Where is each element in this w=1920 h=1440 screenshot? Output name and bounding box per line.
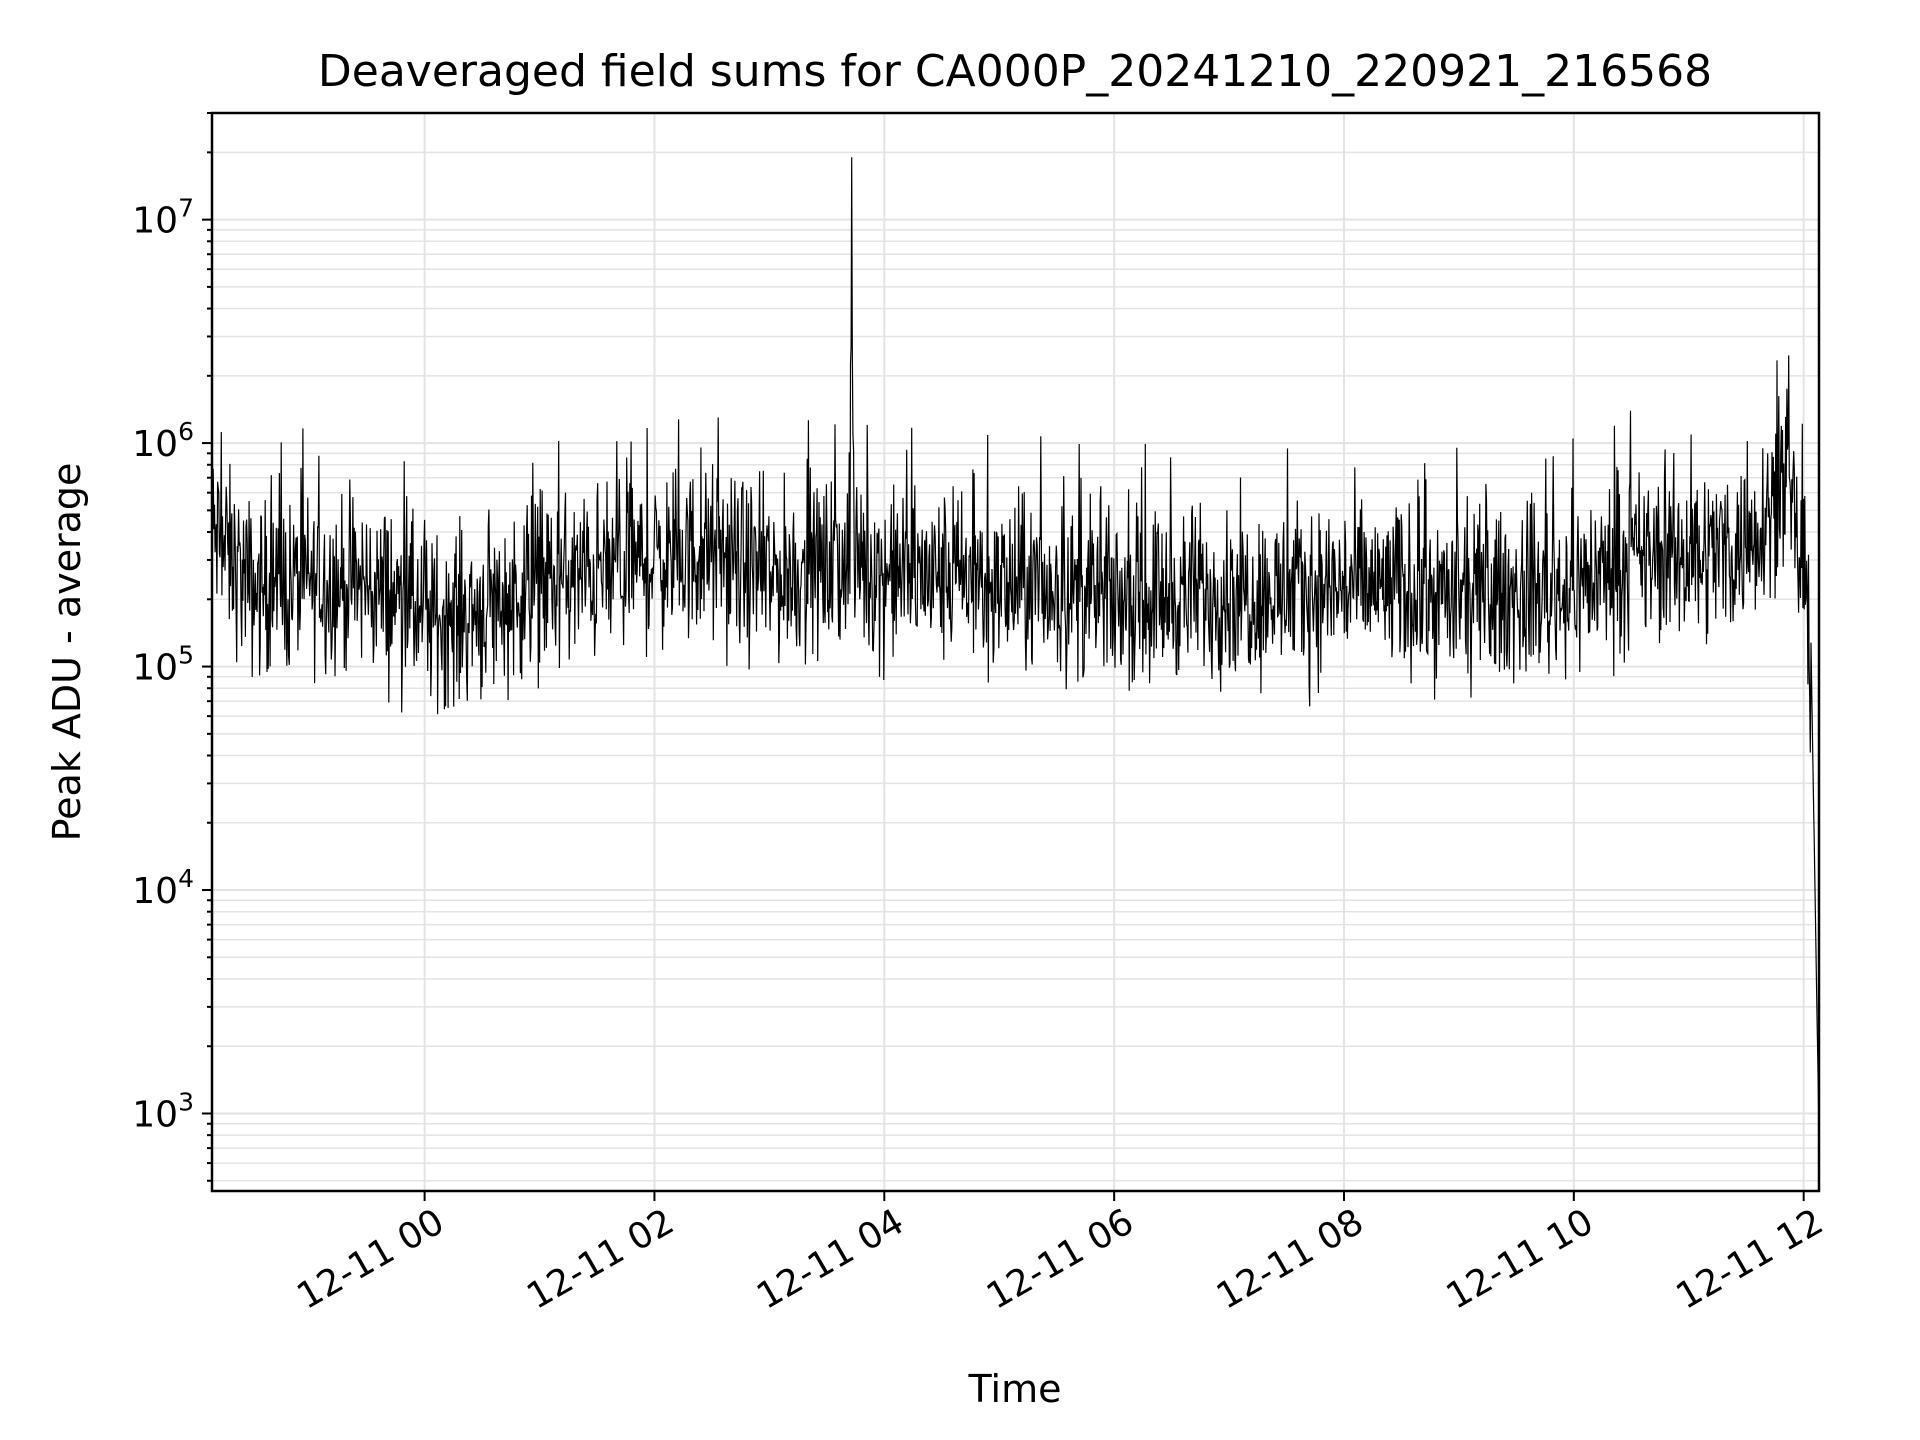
x-tick-label: 12-11 04	[750, 1201, 911, 1317]
x-tick-label: 12-11 02	[520, 1201, 681, 1317]
x-tick-label: 12-11 12	[1670, 1201, 1831, 1317]
x-axis: 12-11 00 12-11 02 12-11 04 12-11 06 12-11 08…	[290, 1191, 1830, 1318]
y-tick-label: 104	[132, 864, 194, 912]
y-axis: 103 104 105 106 107	[132, 112, 212, 1182]
y-axis-label: Peak ADU - average	[45, 463, 89, 842]
x-axis-label: Time	[968, 1367, 1062, 1411]
y-tick-label: 107	[132, 194, 194, 242]
y-tick-label: 106	[132, 417, 194, 465]
y-tick-label: 105	[132, 641, 194, 689]
x-tick-label: 12-11 08	[1210, 1201, 1371, 1317]
y-tick-label: 103	[132, 1088, 194, 1136]
series	[211, 157, 1820, 1136]
x-tick-label: 12-11 06	[980, 1201, 1141, 1317]
chart-title: Deaveraged field sums for CA000P_2024121…	[318, 46, 1712, 97]
series-line	[211, 157, 1820, 1136]
x-tick-label: 12-11 10	[1440, 1201, 1601, 1317]
x-tick-label: 12-11 00	[290, 1201, 451, 1317]
plot-frame	[210, 111, 1821, 1193]
